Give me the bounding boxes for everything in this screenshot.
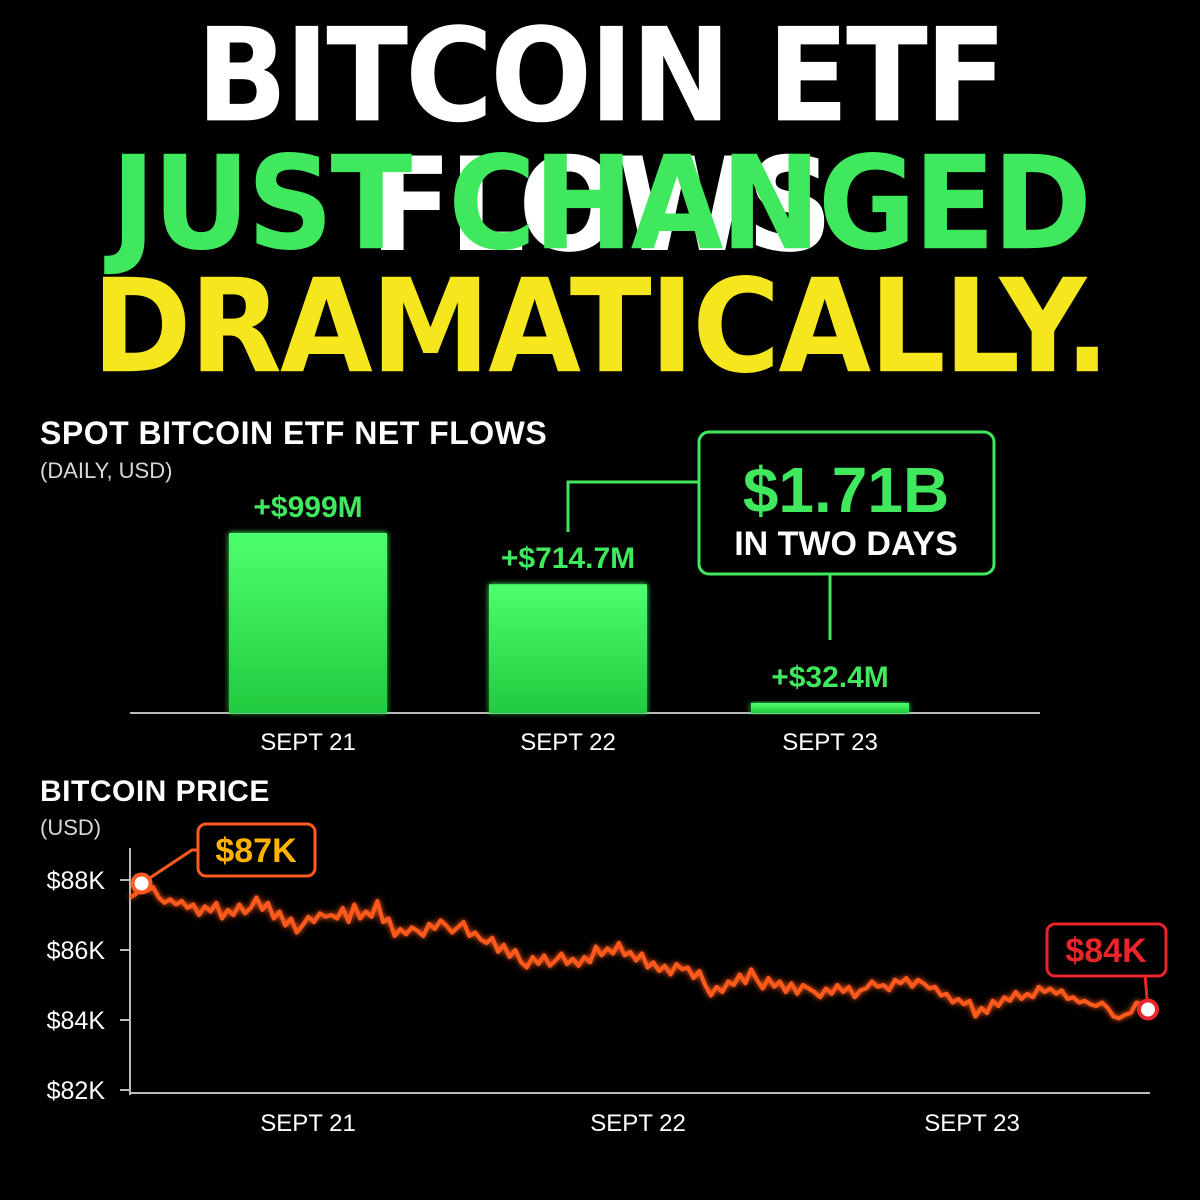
headline-line-2: JUST CHANGED [110,129,1092,280]
line-chart-title: BITCOIN PRICE [40,775,270,808]
bar-x-tick-label: SEPT 21 [260,729,356,756]
bar-chart-title: SPOT BITCOIN ETF NET FLOWS [40,415,548,451]
flow-bar [489,584,647,713]
end-price-box [1045,922,1168,978]
flow-bar-label: +$999M [253,491,362,524]
bar-x-tick-label: SEPT 22 [520,729,616,756]
annotation-connector [566,480,700,532]
annotation-box [697,430,996,576]
start-price-marker [130,872,153,895]
start-price-label: $87K [215,832,297,870]
y-tick-label: $88K [47,867,106,895]
start-label-connector [140,848,198,885]
bar-chart-subtitle: (DAILY, USD) [40,458,173,483]
x-tick-label: SEPT 23 [924,1110,1020,1137]
flow-bar [229,533,387,713]
annotation-text: IN TWO DAYS [734,525,958,563]
headline-line-1: BITCOIN ETF FLOWS [196,1,1007,282]
bitcoin-price-line [128,881,1150,1021]
end-price-label: $84K [1065,932,1147,970]
flow-bar-label: +$32.4M [771,661,889,694]
start-price-box [196,822,317,878]
y-tick-label: $82K [47,1077,106,1105]
bar-x-tick-label: SEPT 23 [782,729,878,756]
headline-line-3: DRAMATICALLY. [91,252,1110,403]
end-price-marker [1137,998,1159,1021]
y-tick-label: $84K [47,1007,106,1035]
annotation-total-value: $1.71B [743,454,949,526]
flow-bar [751,703,909,713]
x-tick-label: SEPT 21 [260,1110,356,1137]
x-tick-label: SEPT 22 [590,1110,686,1137]
flow-bar-label: +$714.7M [501,542,635,575]
y-tick-label: $86K [47,937,106,965]
line-chart-subtitle: (USD) [40,815,102,840]
